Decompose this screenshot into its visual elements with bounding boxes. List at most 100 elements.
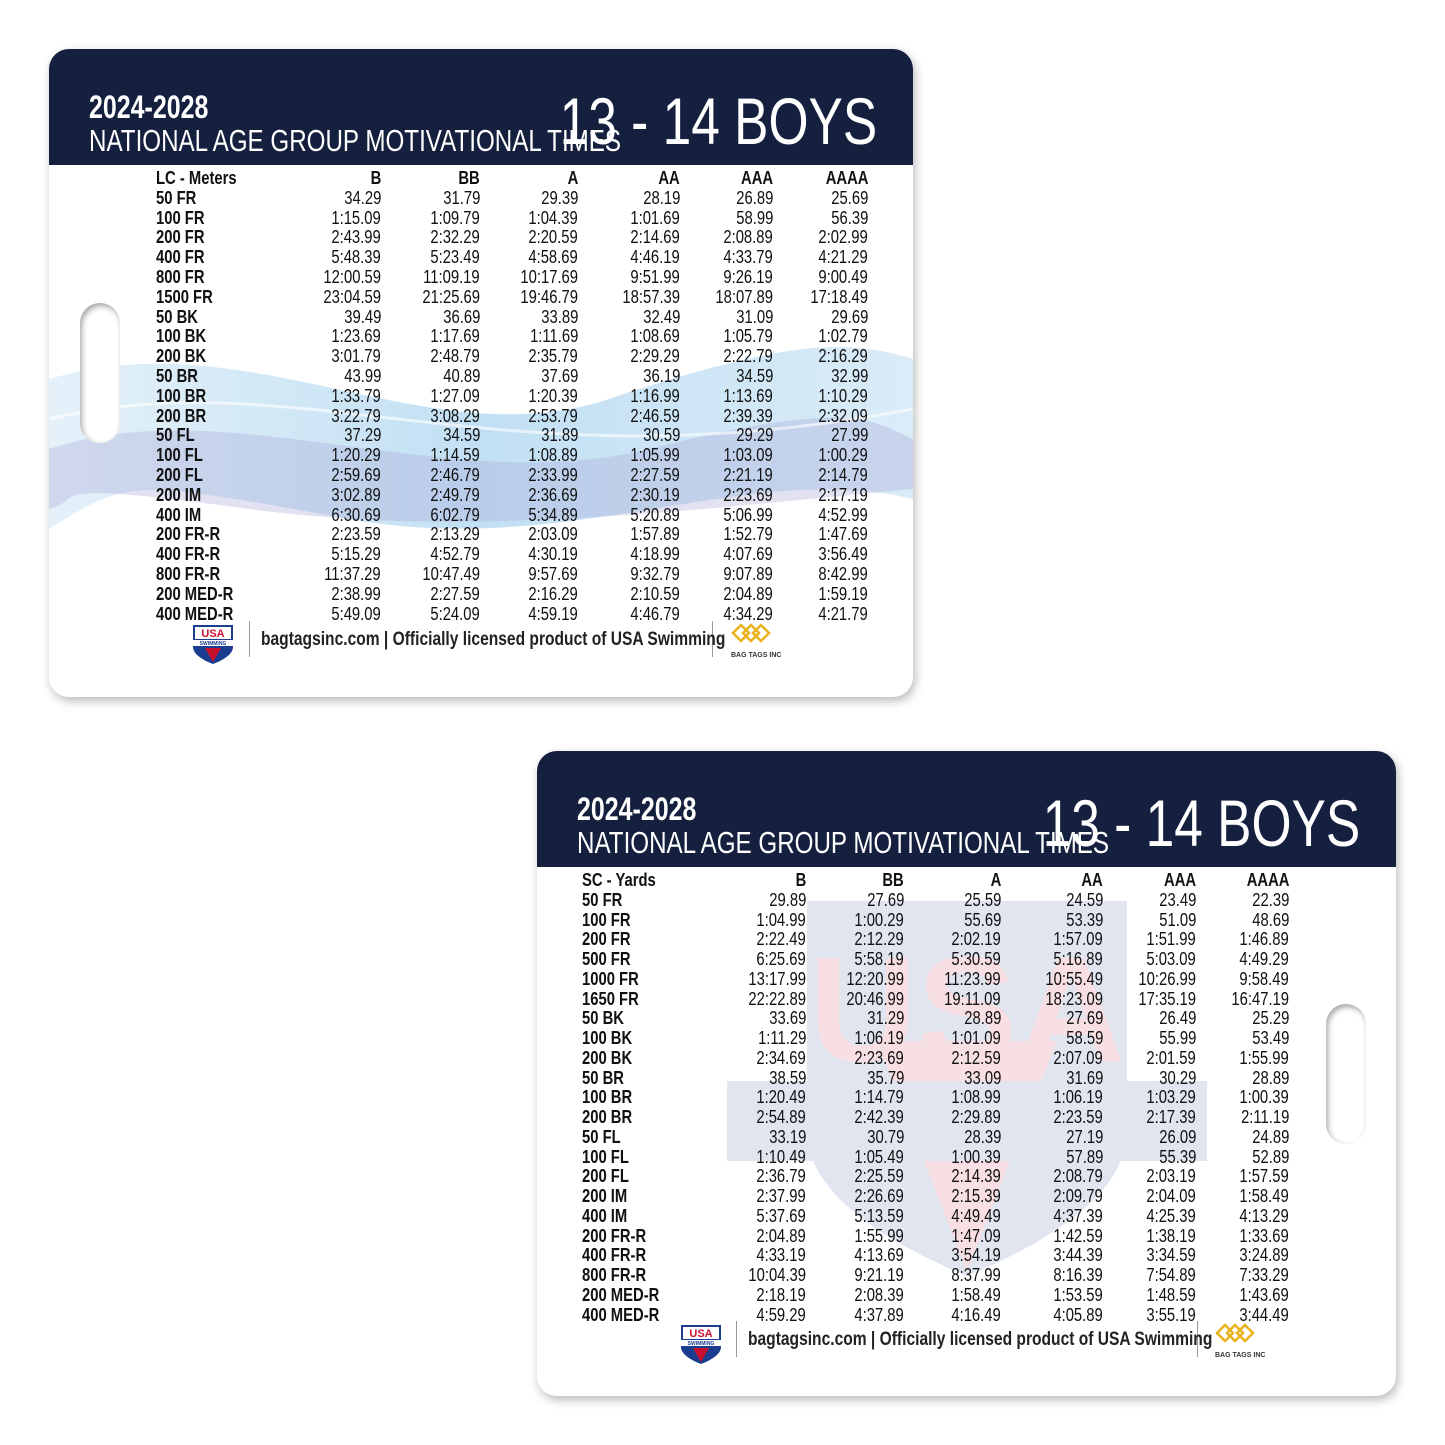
time-cell: 1:04.39 [516,206,578,228]
column-header-b-text: B [795,869,806,890]
event-label-text: 400 MED-R [582,1303,660,1325]
time-cell: 28.89 [1243,1067,1289,1088]
time-cell: 2:12.59 [939,1047,1001,1068]
time-cell: 29.69 [822,306,868,327]
time-cell-text: 1:15.09 [331,206,381,228]
time-cell-text: 1:11.69 [529,325,578,347]
time-cell-text: 3:54.19 [951,1244,1001,1266]
time-cell-text: 52.89 [1251,1145,1289,1167]
time-cell: 4:34.29 [711,603,773,624]
time-cell-text: 11:09.19 [423,266,480,287]
event-label: 200 FR [156,227,217,247]
time-cell: 9:00.49 [806,267,868,287]
wave-background [49,347,913,529]
time-cell-text: 4:37.89 [854,1303,904,1325]
time-cell-text: 31.09 [735,305,773,327]
time-cell-text: 5:23.49 [430,246,480,268]
time-cell-text: 1:10.29 [818,384,868,406]
footer-divider [1197,1321,1198,1357]
time-cell-text: 34.59 [735,365,773,386]
time-cell: 4:13.29 [1227,1205,1289,1226]
time-cell-text: 1:08.99 [951,1086,1001,1108]
time-cell-text: 33.19 [768,1125,806,1147]
time-cell-text: 28.39 [963,1125,1001,1147]
time-cell: 2:33.99 [516,465,578,485]
time-cell: 2:29.89 [939,1107,1001,1127]
event-label: 400 MED-R [156,603,253,624]
event-label: 200 BR [156,405,219,426]
time-cell-text: 11:23.99 [944,967,1001,989]
time-cell: 1:47.09 [939,1225,1001,1246]
time-cell-text: 2:48.79 [430,345,480,367]
time-cell: 3:02.89 [319,484,381,505]
years-title: 2024-2028 [89,89,209,125]
age-group-title: 13 - 14 BOYS [1042,786,1360,860]
event-label: 100 FR [582,909,643,930]
column-header-aaaa: AAAA [815,168,868,188]
time-cell: 53.39 [1057,908,1103,930]
time-cell-text: 1:14.79 [854,1086,904,1108]
time-cell-text: 1:59.19 [818,582,868,604]
time-cell: 19:46.79 [506,286,578,307]
footer-divider [249,621,250,657]
time-cell-text: 5:30.59 [951,948,1001,969]
time-cell-text: 3:55.19 [1146,1303,1196,1325]
time-cell-text: 1:55.99 [854,1224,904,1246]
event-label-text: 200 FR [582,928,631,950]
time-cell: 1:43.69 [1227,1284,1289,1305]
time-cell-text: 7:54.89 [1146,1264,1196,1285]
time-cell: 4:46.19 [618,247,680,267]
time-cell-text: 3:56.49 [818,543,868,565]
time-cell-text: 8:37.99 [951,1264,1001,1285]
time-cell: 1:55.99 [842,1224,904,1246]
time-cell: 2:32.29 [418,227,480,247]
time-cell-text: 2:33.99 [528,464,578,485]
time-cell-text: 4:21.79 [818,602,868,624]
time-cell-text: 1:57.89 [630,523,680,545]
time-cell-text: 1:05.49 [854,1145,904,1167]
time-cell: 25.59 [955,889,1001,910]
time-cell-text: 1:06.19 [854,1027,904,1048]
time-cell: 16:47.19 [1217,988,1289,1009]
time-cell-text: 4:05.89 [1053,1303,1103,1325]
time-cell-text: 27.69 [866,888,904,910]
time-cell: 32.49 [634,306,680,327]
time-cell-text: 53.39 [1065,908,1103,930]
time-cell: 25.69 [822,187,868,208]
time-cell-text: 37.69 [540,365,578,386]
time-cell: 2:10.59 [618,583,680,604]
time-cell-text: 1:14.59 [430,444,480,466]
time-cell: 13:17.99 [734,968,806,989]
event-label-text: 200 BK [156,345,207,367]
time-cell-text: 30.79 [866,1125,904,1147]
event-label-text: 800 FR-R [156,563,221,584]
time-cell-text: 9:32.79 [630,563,680,584]
time-cell: 2:29.29 [618,346,680,366]
svg-text:USA: USA [809,925,1126,1093]
time-cell-text: 5:58.19 [854,948,904,969]
time-cell-text: 1:04.39 [528,206,578,228]
event-label-text: 500 FR [582,948,631,969]
time-cell-text: 24.59 [1065,888,1103,910]
time-cell-text: 2:35.79 [528,345,578,367]
event-label: 500 FR [582,949,643,969]
time-cell: 34.59 [727,366,773,386]
time-cell-text: 1:42.59 [1053,1224,1103,1246]
time-cell-text: 4:33.19 [756,1244,806,1266]
time-cell-text: 2:09.79 [1053,1185,1103,1206]
time-cell-text: 6:30.69 [331,503,381,525]
time-cell: 1:20.49 [744,1087,806,1107]
time-cell-text: 2:29.89 [951,1106,1001,1127]
time-cell: 6:30.69 [319,503,381,525]
time-cell-text: 12:00.59 [323,266,381,287]
time-cell: 1:06.19 [1041,1087,1103,1107]
time-cell-text: 1:57.09 [1053,928,1103,950]
time-cell-text: 1:00.29 [818,444,868,466]
time-cell-text: 2:07.09 [1053,1046,1103,1068]
time-cell: 2:59.69 [319,465,381,485]
time-cell: 2:43.99 [319,227,381,247]
time-cell: 1:05.99 [618,445,680,465]
event-label-text: 200 MED-R [582,1283,660,1305]
time-cell: 2:36.69 [516,484,578,505]
event-label-text: 50 FL [156,424,195,446]
